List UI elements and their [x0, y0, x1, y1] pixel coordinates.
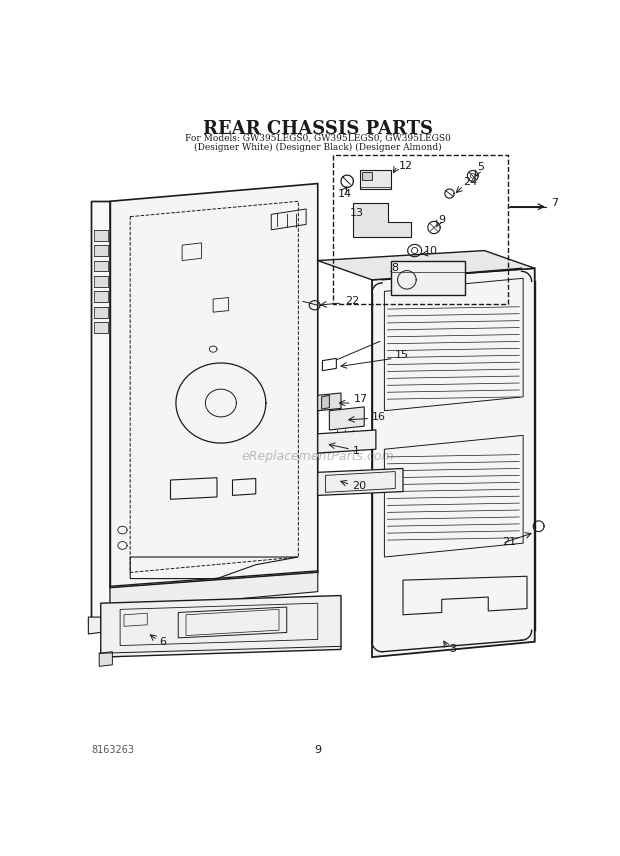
Polygon shape [391, 260, 465, 295]
Text: 16: 16 [372, 412, 386, 422]
Polygon shape [403, 576, 527, 615]
Text: eReplacementParts.com: eReplacementParts.com [241, 450, 394, 463]
Polygon shape [110, 183, 317, 588]
Text: 3: 3 [450, 645, 456, 655]
Polygon shape [94, 306, 108, 318]
Text: 6: 6 [159, 637, 166, 647]
Text: 17: 17 [353, 394, 368, 404]
Text: 20: 20 [352, 481, 366, 491]
Polygon shape [317, 468, 403, 496]
Text: 14: 14 [338, 188, 352, 199]
Polygon shape [322, 359, 336, 371]
Text: 9: 9 [438, 215, 445, 225]
Polygon shape [317, 251, 534, 280]
Polygon shape [99, 651, 112, 666]
Polygon shape [92, 201, 110, 619]
Text: 12: 12 [399, 161, 414, 171]
Polygon shape [317, 430, 376, 453]
Text: 22: 22 [345, 296, 359, 306]
Polygon shape [110, 573, 317, 611]
Polygon shape [329, 407, 365, 430]
Text: 5: 5 [477, 162, 484, 172]
Text: (Designer White) (Designer Black) (Designer Almond): (Designer White) (Designer Black) (Desig… [194, 143, 441, 152]
Text: 1: 1 [353, 446, 360, 455]
Text: 8163263: 8163263 [92, 745, 135, 754]
Polygon shape [353, 203, 410, 237]
Polygon shape [362, 172, 372, 180]
Polygon shape [100, 596, 341, 657]
Polygon shape [317, 393, 341, 411]
Polygon shape [94, 260, 108, 271]
Text: 9: 9 [314, 745, 321, 754]
Polygon shape [322, 395, 329, 409]
Text: 21: 21 [502, 537, 516, 547]
Polygon shape [88, 617, 117, 634]
Text: 10: 10 [424, 246, 438, 256]
Polygon shape [94, 245, 108, 256]
Text: 7: 7 [551, 198, 558, 208]
Polygon shape [360, 170, 391, 189]
Text: 8: 8 [391, 264, 399, 273]
Text: 24: 24 [463, 177, 477, 187]
Text: 13: 13 [350, 208, 365, 217]
Polygon shape [94, 276, 108, 287]
Text: REAR CHASSIS PARTS: REAR CHASSIS PARTS [203, 120, 433, 138]
Polygon shape [94, 229, 108, 241]
Polygon shape [94, 291, 108, 302]
Text: For Models: GW395LEGS0, GW395LEGS0, GW395LEGS0: For Models: GW395LEGS0, GW395LEGS0, GW39… [185, 134, 451, 142]
Text: 15: 15 [396, 350, 409, 360]
Polygon shape [94, 322, 108, 333]
Polygon shape [372, 268, 534, 657]
